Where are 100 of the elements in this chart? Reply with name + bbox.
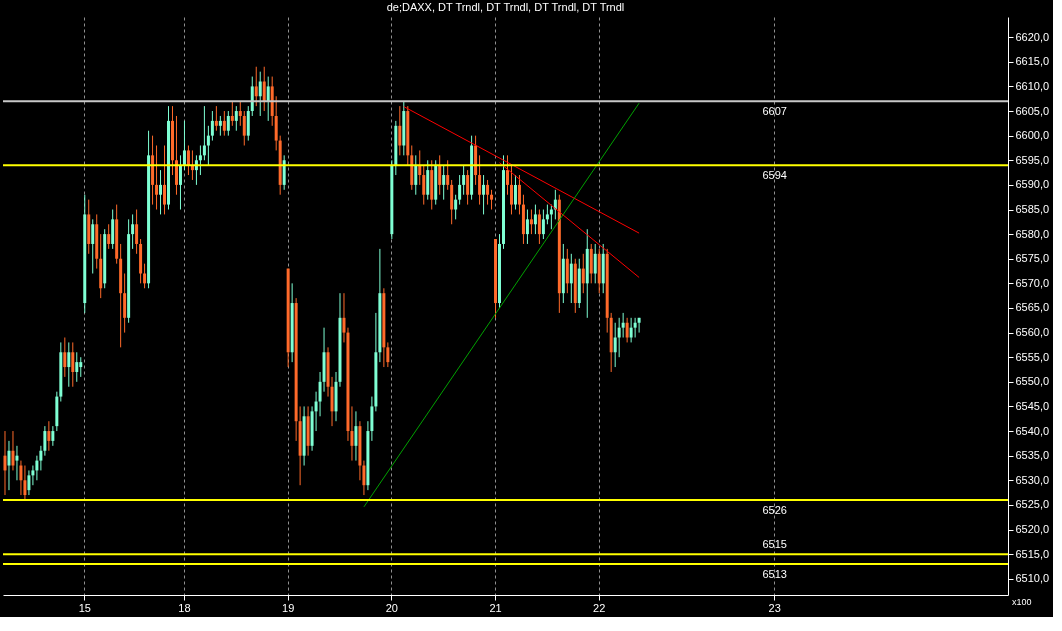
ref-line-label: 6513: [762, 567, 787, 580]
candlestick: [541, 209, 545, 240]
candlestick: [67, 341, 71, 388]
candlestick: [517, 174, 521, 215]
y-tick-label: 6615,0: [1015, 55, 1050, 68]
y-tick-label: 6565,0: [1015, 301, 1050, 314]
candlestick: [482, 174, 486, 215]
candlestick: [107, 223, 111, 250]
x-tick-label: 22: [593, 601, 606, 614]
y-tick-label: 6595,0: [1015, 153, 1050, 166]
candlestick: [581, 253, 585, 294]
candlestick: [629, 317, 633, 343]
candlestick: [218, 115, 222, 137]
text: x100: [1012, 597, 1032, 607]
candlestick: [486, 179, 490, 206]
candlestick: [422, 164, 426, 206]
candlestick: [537, 209, 541, 245]
x-tick-label: 15: [78, 601, 91, 614]
candlestick: [266, 76, 270, 122]
candlestick: [222, 110, 226, 137]
candlestick: [186, 145, 190, 176]
x-tick-label: 18: [178, 601, 191, 614]
candlestick: [131, 213, 135, 250]
ref-line-label: 6515: [762, 538, 787, 551]
y-tick-label: 6605,0: [1015, 104, 1050, 117]
candlestick: [226, 110, 230, 137]
candlestick: [446, 159, 450, 191]
y-tick-label: 6555,0: [1015, 350, 1050, 363]
candlestick: [398, 105, 402, 156]
candlestick: [533, 204, 537, 235]
y-tick-label: 6610,0: [1015, 79, 1050, 92]
candlestick: [458, 174, 462, 206]
y-tick-label: 6520,0: [1015, 523, 1050, 536]
candlestick: [545, 204, 549, 225]
candlestick: [414, 154, 418, 196]
candlestick: [525, 209, 529, 245]
candlestick: [3, 430, 7, 496]
candlestick: [454, 194, 458, 220]
candlestick: [513, 174, 517, 210]
candlestick: [79, 356, 83, 378]
candlestick: [621, 312, 625, 339]
candlestick: [478, 154, 482, 206]
y-tick-label: 6525,0: [1015, 498, 1050, 511]
candlestick: [11, 430, 15, 471]
ref-line-label: 6607: [762, 105, 787, 118]
y-tick-label: 6590,0: [1015, 178, 1050, 191]
candlestick: [625, 317, 629, 343]
candlestick: [637, 317, 641, 334]
ref-line-label: 6526: [762, 503, 787, 516]
candlestick: [354, 410, 358, 462]
candlestick: [617, 317, 621, 358]
candlestick: [182, 120, 186, 171]
candlestick: [19, 460, 23, 496]
x-tick-label: 19: [282, 601, 295, 614]
candlestick: [47, 420, 51, 452]
candlestick: [442, 164, 446, 201]
candlestick: [490, 189, 494, 210]
candlestick: [206, 125, 210, 166]
candlestick: [593, 243, 597, 284]
candlestick: [234, 105, 238, 132]
candlestick: [23, 465, 27, 501]
candlestick: [163, 145, 167, 215]
candlestick: [178, 154, 182, 210]
y-tick-label: 6535,0: [1015, 449, 1050, 462]
candlestick: [210, 110, 214, 142]
candlestick: [466, 169, 470, 206]
candlestick: [35, 455, 39, 481]
y-tick-label: 6550,0: [1015, 375, 1050, 388]
y-tick-label: 6585,0: [1015, 203, 1050, 215]
y-tick-label: 6580,0: [1015, 227, 1050, 240]
candlestick: [230, 100, 234, 127]
candlestick: [159, 169, 163, 215]
candlestick: [51, 425, 55, 447]
y-tick-label: 6545,0: [1015, 399, 1050, 412]
candlestick: [258, 71, 262, 117]
candlestick: [242, 110, 246, 146]
y-tick-label: 6560,0: [1015, 326, 1050, 339]
candlestick: [214, 105, 218, 132]
y-tick-label: 6515,0: [1015, 547, 1050, 560]
candlestick: [155, 145, 159, 210]
candlestick: [254, 66, 258, 107]
y-tick-label: 6575,0: [1015, 252, 1050, 265]
y-tick-label: 6510,0: [1015, 572, 1050, 585]
candlestick: [569, 253, 573, 304]
candlestick: [135, 209, 139, 255]
candlestick: [633, 317, 637, 339]
y-tick-label: 6570,0: [1015, 276, 1050, 289]
candlestick: [143, 263, 147, 289]
y-tick-label: 6620,0: [1015, 30, 1050, 43]
candlestick: [75, 351, 79, 383]
candlestick: [262, 66, 266, 112]
candlestick: [202, 105, 206, 161]
candlestick: [71, 341, 75, 388]
y-tick-label: 6540,0: [1015, 424, 1050, 437]
x-tick-label: 23: [768, 601, 781, 614]
candlestick: [613, 322, 617, 368]
candlestick: [505, 154, 509, 196]
candlestick: [529, 209, 533, 235]
candlestick: [7, 440, 11, 491]
x-tick-label: 21: [489, 601, 502, 614]
